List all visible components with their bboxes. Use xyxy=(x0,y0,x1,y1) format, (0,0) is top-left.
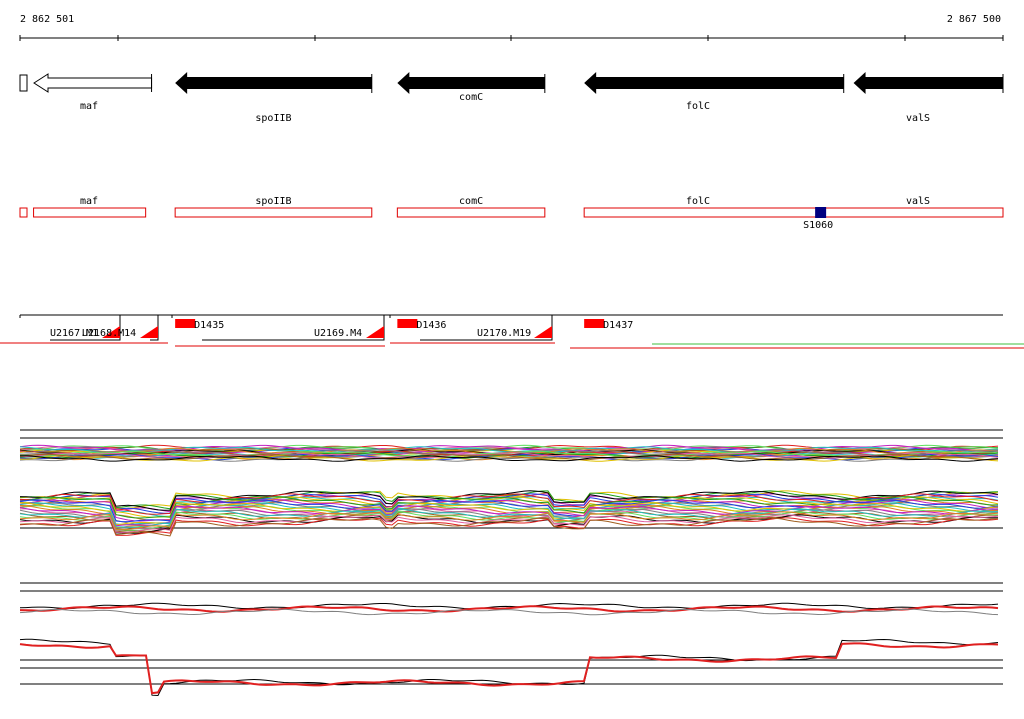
ruler-end-label: 2 867 500 xyxy=(947,14,1001,25)
transcript-u2167-m1-tri xyxy=(102,326,120,338)
profile-upper-18 xyxy=(19,447,998,455)
profile-lower-0 xyxy=(19,490,999,509)
profile-lower-26 xyxy=(19,508,999,528)
profile-lower-25 xyxy=(19,505,999,527)
gene-vals-label: valS xyxy=(906,113,930,124)
summary-line-4 xyxy=(19,642,999,695)
coordinate-ruler: 2 862 501 2 867 500 xyxy=(19,14,1004,41)
profile-lower-10 xyxy=(19,490,999,510)
gene-comc-arrow xyxy=(397,72,545,94)
summary-line-3 xyxy=(19,638,999,697)
probe-d1436-box xyxy=(397,319,418,328)
profile-lower-27 xyxy=(19,511,999,530)
profile-lower-20 xyxy=(19,490,999,511)
probe-marks: D1435 D1436 D1437 xyxy=(175,319,633,331)
gene-folc-arrow xyxy=(584,72,844,94)
gene-maf-cap xyxy=(19,74,28,92)
summary-line-1 xyxy=(19,605,999,613)
transcript-u2167-m1-label: U2167.M1 xyxy=(50,328,98,339)
gene-maf-label: maf xyxy=(80,101,98,112)
gene-comc-label: comC xyxy=(459,92,483,103)
gene-spoiib-arrow xyxy=(175,72,372,94)
snp-track: S1060 xyxy=(803,207,833,231)
ruler-ticks xyxy=(19,35,1004,41)
profile-lines xyxy=(19,444,999,537)
profile-upper-17 xyxy=(19,446,999,453)
feature-comc-label: comC xyxy=(459,196,483,207)
feature-maf-box xyxy=(33,207,147,218)
profile-lower-18 xyxy=(19,514,999,533)
gene-spoiib-label: spoIIB xyxy=(255,113,291,124)
feature-vals-label: valS xyxy=(906,196,930,207)
gene-vals-arrow xyxy=(853,72,1003,94)
feature-spoiib-box xyxy=(174,207,373,218)
probe-d1437-label: D1437 xyxy=(603,320,633,331)
profile-upper-23 xyxy=(20,455,999,462)
transcript-u2168-m14-bracket xyxy=(119,315,159,341)
transcript-u2169-m4-bracket xyxy=(171,315,385,341)
transcript-u2169-m4-label: U2169.M4 xyxy=(314,328,362,339)
feature-maf-label: maf xyxy=(80,196,98,207)
transcript-u2170-m19-label: U2170.M19 xyxy=(477,328,531,339)
feature-maf-cap xyxy=(19,207,28,218)
snp-marker-s1060 xyxy=(815,207,827,218)
profile-lower-19 xyxy=(19,517,999,537)
gene-folc-label: folC xyxy=(686,101,710,112)
profile-lower-24 xyxy=(19,502,999,526)
probe-d1435-box xyxy=(175,319,196,328)
feature-spoiib-label: spoIIB xyxy=(255,196,291,207)
probe-d1437-box xyxy=(584,319,605,328)
transcript-u2168-m14-label: U2168.M14 xyxy=(82,328,136,339)
summary-profile-track xyxy=(19,582,1003,697)
transcript-u2169-m4-tri xyxy=(366,326,384,338)
profile-upper-16 xyxy=(19,444,999,452)
summary-line-2 xyxy=(19,608,999,616)
feature-comc-box xyxy=(396,207,546,218)
snp-label-s1060: S1060 xyxy=(803,220,833,231)
profile-lower-9 xyxy=(19,517,999,536)
transcript-u2168-m14-tri xyxy=(140,326,158,338)
expression-profile-track xyxy=(19,429,1003,537)
feature-folc-label: folC xyxy=(686,196,710,207)
gene-track: maf spoIIB comC folC valS xyxy=(19,72,1004,124)
profile-upper-21 xyxy=(19,452,999,459)
probe-d1436-label: D1436 xyxy=(416,320,446,331)
gene-maf-arrow xyxy=(33,73,153,93)
transcript-u2167-m1-bracket xyxy=(19,315,121,341)
transcript-u2170-m19-tri xyxy=(534,326,552,338)
feature-folc-box xyxy=(583,207,1004,218)
probe-d1435-label: D1435 xyxy=(194,320,224,331)
coverage-lines xyxy=(0,342,1024,349)
transcript-u2170-m19-bracket xyxy=(389,315,553,341)
summary-lines xyxy=(19,602,999,697)
summary-line-0 xyxy=(19,602,999,610)
ruler-start-label: 2 862 501 xyxy=(20,14,74,25)
feature-track: maf spoIIB comC folC valS xyxy=(19,196,1004,218)
